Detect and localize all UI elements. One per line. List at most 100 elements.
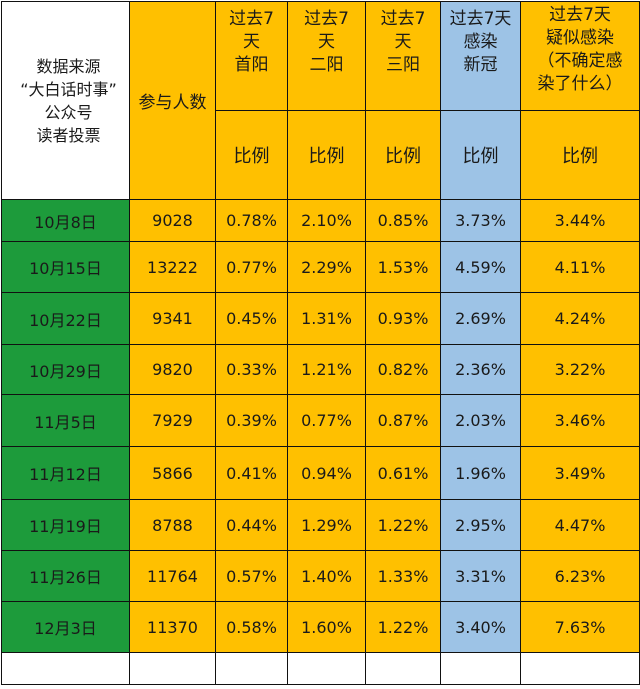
ratio-cell: 4.47% <box>520 499 640 551</box>
participant-count-cell: 9341 <box>129 292 216 345</box>
header-line: 天 <box>394 32 412 52</box>
ratio-cell: 1.96% <box>440 446 521 500</box>
participant-count-cell: 13222 <box>129 241 216 293</box>
header-line: 三阳 <box>386 55 420 75</box>
ratio-cell: 0.87% <box>365 394 441 447</box>
empty-cell <box>129 652 216 685</box>
participant-count-cell: 11370 <box>129 601 216 653</box>
header-line: 过去7天 <box>449 9 512 29</box>
header-line: 新冠 <box>463 55 498 75</box>
ratio-cell: 3.31% <box>440 550 521 602</box>
ratio-label: 比例 <box>365 110 441 200</box>
ratio-cell: 1.60% <box>287 601 366 653</box>
header-line: 过去7天 <box>549 5 611 25</box>
table-row: 11月26日 11764 0.57% 1.40% 1.33% 3.31% 6.23% <box>1 550 640 602</box>
ratio-cell: 1.33% <box>365 550 441 602</box>
ratio-cell: 2.36% <box>440 344 521 395</box>
participant-count-cell: 8788 <box>129 499 216 551</box>
table-row: 10月15日 13222 0.77% 2.29% 1.53% 4.59% 4.11% <box>1 241 640 293</box>
subheader-row: 比例 比例 比例 比例 比例 <box>2 110 640 200</box>
empty-cell <box>520 652 640 685</box>
ratio-cell: 0.93% <box>365 292 441 345</box>
participant-count-cell: 9820 <box>129 344 216 395</box>
table-row: 11月12日 5866 0.41% 0.94% 0.61% 1.96% 3.49% <box>1 446 640 500</box>
suspected-infection-header: 过去7天 疑似感染 （不确定感 染了什么） <box>520 1 640 111</box>
header-line: 天 <box>318 32 335 52</box>
ratio-cell: 0.33% <box>215 344 288 395</box>
ratio-cell: 0.58% <box>215 601 288 653</box>
table-row: 11月19日 8788 0.44% 1.29% 1.22% 2.95% 4.47% <box>1 499 640 551</box>
date-cell: 12月3日 <box>1 601 130 653</box>
ratio-cell: 2.95% <box>440 499 521 551</box>
table-row: 10月22日 9341 0.45% 1.31% 0.93% 2.69% 4.24% <box>1 292 640 345</box>
header-line: 感染 <box>463 32 498 52</box>
ratio-label: 比例 <box>287 110 366 200</box>
covid-infection-header: 过去7天 感染 新冠 <box>440 1 521 111</box>
ratio-cell: 3.46% <box>520 394 640 447</box>
third-infection-header: 过去7 天 三阳 <box>365 1 441 111</box>
ratio-cell: 1.22% <box>365 601 441 653</box>
table-row: 10月8日 9028 0.78% 2.10% 0.85% 3.73% 3.44% <box>1 199 640 242</box>
source-line: “大白话时事” <box>20 79 117 99</box>
ratio-cell: 1.21% <box>287 344 366 395</box>
ratio-cell: 1.53% <box>365 241 441 293</box>
ratio-cell: 2.03% <box>440 394 521 447</box>
date-cell: 10月29日 <box>1 344 130 395</box>
ratio-label: 比例 <box>520 110 640 200</box>
ratio-cell: 0.85% <box>365 199 441 242</box>
ratio-cell: 0.39% <box>215 394 288 447</box>
ratio-cell: 2.10% <box>287 199 366 242</box>
ratio-cell: 0.82% <box>365 344 441 395</box>
table-row: 11月5日 7929 0.39% 0.77% 0.87% 2.03% 3.46% <box>1 394 640 447</box>
ratio-cell: 3.22% <box>520 344 640 395</box>
ratio-cell: 0.61% <box>365 446 441 500</box>
empty-row <box>1 652 640 685</box>
participant-count-cell: 11764 <box>129 550 216 602</box>
participant-count-header: 参与人数 <box>129 1 216 200</box>
table-row: 10月29日 9820 0.33% 1.21% 0.82% 2.36% 3.22% <box>1 344 640 395</box>
header-line: 二阳 <box>309 55 344 75</box>
second-infection-header: 过去7 天 二阳 <box>287 1 366 111</box>
participant-count-cell: 5866 <box>129 446 216 500</box>
first-infection-header: 过去7 天 首阳 <box>215 1 288 111</box>
ratio-cell: 0.57% <box>215 550 288 602</box>
ratio-label: 比例 <box>215 110 288 200</box>
ratio-cell: 0.94% <box>287 446 366 500</box>
ratio-cell: 0.77% <box>287 394 366 447</box>
ratio-cell: 3.40% <box>440 601 521 653</box>
ratio-cell: 6.23% <box>520 550 640 602</box>
ratio-cell: 0.44% <box>215 499 288 551</box>
header-row: 数据来源 “大白话时事” 公众号 读者投票 参与人数 过去7 天 首阳 过去7 … <box>1 1 640 200</box>
header-line: 染了什么） <box>537 74 623 94</box>
ratio-cell: 4.11% <box>520 241 640 293</box>
ratio-cell: 7.63% <box>520 601 640 653</box>
source-line: 数据来源 <box>36 56 101 76</box>
ratio-cell: 3.49% <box>520 446 640 500</box>
participant-count-cell: 7929 <box>129 394 216 447</box>
ratio-cell: 3.44% <box>520 199 640 242</box>
ratio-cell: 1.31% <box>287 292 366 345</box>
header-line: 天 <box>243 32 260 52</box>
empty-cell <box>365 652 441 685</box>
source-line: 读者投票 <box>36 125 101 145</box>
ratio-cell: 1.22% <box>365 499 441 551</box>
ratio-cell: 3.73% <box>440 199 521 242</box>
data-source-cell: 数据来源 “大白话时事” 公众号 读者投票 <box>1 1 130 200</box>
date-cell: 11月5日 <box>1 394 130 447</box>
ratio-cell: 2.69% <box>440 292 521 345</box>
date-cell: 10月22日 <box>1 292 130 345</box>
date-cell: 11月12日 <box>1 446 130 500</box>
header-line: （不确定感 <box>537 51 623 71</box>
empty-cell <box>1 652 130 685</box>
ratio-cell: 0.45% <box>215 292 288 345</box>
ratio-cell: 4.59% <box>440 241 521 293</box>
header-line: 过去7 <box>304 9 349 29</box>
date-cell: 10月8日 <box>1 199 130 242</box>
ratio-cell: 1.29% <box>287 499 366 551</box>
header-line: 过去7 <box>380 9 426 29</box>
ratio-cell: 0.78% <box>215 199 288 242</box>
source-line: 公众号 <box>44 102 93 122</box>
date-cell: 11月19日 <box>1 499 130 551</box>
